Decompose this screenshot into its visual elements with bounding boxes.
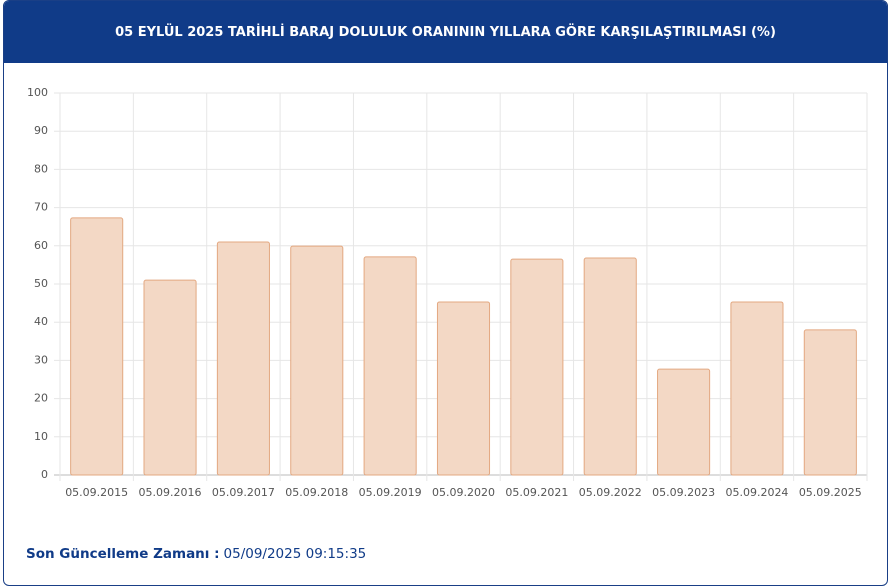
y-tick-label: 10 (34, 430, 48, 443)
y-tick-label: 60 (34, 239, 48, 252)
x-tick-label: 05.09.2020 (432, 486, 495, 499)
x-tick-label: 05.09.2023 (652, 486, 715, 499)
y-tick-label: 80 (34, 162, 48, 175)
footer-label: Son Güncelleme Zamanı : (26, 546, 220, 562)
x-tick-label: 05.09.2024 (725, 486, 788, 499)
chart: 0 10 20 30 40 50 60 70 80 90 100 05.09.2015 05.09.20… (27, 86, 868, 499)
y-tick-label: 0 (41, 468, 48, 481)
bar (730, 301, 784, 476)
bar (436, 301, 491, 476)
x-tick-label: 05.09.2019 (359, 486, 422, 499)
bar (510, 258, 564, 476)
y-tick-label: 30 (34, 353, 48, 366)
bar (70, 217, 124, 476)
bar (583, 257, 637, 476)
bar (216, 241, 270, 476)
bar (143, 279, 197, 476)
footer: Son Güncelleme Zamanı :05/09/2025 09:15:… (26, 546, 366, 562)
y-tick-label: 20 (34, 392, 48, 405)
bar (363, 256, 417, 476)
x-tick-label: 05.09.2022 (579, 486, 642, 499)
footer-value: 05/09/2025 09:15:35 (223, 546, 367, 562)
bar (803, 329, 857, 476)
x-tick-label: 05.09.2016 (139, 486, 202, 499)
bar (290, 245, 344, 476)
x-tick-label: 05.09.2021 (505, 486, 568, 499)
y-tick-label: 70 (34, 201, 48, 214)
x-tick-label: 05.09.2015 (65, 486, 128, 499)
y-tick-label: 40 (34, 315, 48, 328)
x-tick-label: 05.09.2017 (212, 486, 275, 499)
y-tick-label: 90 (34, 124, 48, 137)
card: 05 EYLÜL 2025 TARİHLİ BARAJ DOLULUK ORAN… (3, 0, 888, 586)
y-tick-label: 50 (34, 277, 48, 290)
y-tick-label: 100 (27, 86, 48, 99)
x-tick-label: 05.09.2025 (799, 486, 862, 499)
x-tick-label: 05.09.2018 (285, 486, 348, 499)
bar (657, 368, 711, 476)
chart-title: 05 EYLÜL 2025 TARİHLİ BARAJ DOLULUK ORAN… (4, 1, 887, 63)
